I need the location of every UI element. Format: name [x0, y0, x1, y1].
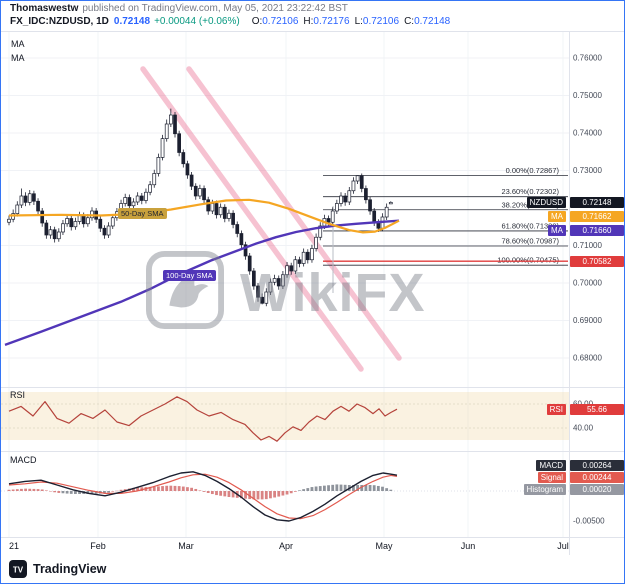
macd-line: [8, 471, 398, 522]
published-info: published on TradingView.com, May 05, 20…: [82, 3, 348, 14]
ohlc-value-O: 0.72106: [262, 16, 299, 27]
ohlc-value-L: 0.72106: [362, 16, 400, 27]
rsi-axis-label: 40.00: [573, 424, 594, 433]
indicator-legend: MA MA: [11, 37, 25, 65]
ohlc-value-H: 0.72176: [313, 16, 350, 27]
last-price: 0.72148: [113, 16, 151, 27]
symbol-title[interactable]: FX_IDC:NZDUSD, 1D: [10, 16, 109, 27]
candles: [7, 108, 393, 307]
macd-histogram: [7, 484, 393, 500]
sma100-label[interactable]: 100-Day SMA: [163, 270, 216, 281]
fib-label: 0.00%(0.72867): [506, 166, 560, 175]
time-axis-label: Feb: [90, 541, 106, 551]
time-axis-label: Mar: [178, 541, 194, 551]
ma100-line[interactable]: [4, 219, 400, 347]
ma-legend-1[interactable]: MA: [11, 39, 25, 49]
time-axis-label: May: [375, 541, 393, 551]
fib-label: 38.20%(0.71953): [501, 200, 559, 209]
header: Thomaswestw published on TradingView.com,…: [10, 3, 620, 27]
price-axis-label: 0.73000: [573, 166, 602, 175]
ohlc-values: O:0.72106 H:0.72176 L:0.72106 C:0.72148: [247, 16, 451, 27]
ohlc-label-O: O:: [251, 16, 263, 27]
publish-line: Thomaswestw published on TradingView.com,…: [10, 3, 620, 16]
price-axis-label: 0.70000: [573, 279, 602, 288]
price-axis-label: 0.69000: [573, 316, 602, 325]
tradingview-logo-icon[interactable]: TV: [9, 560, 27, 578]
price-axis-label: 0.75000: [573, 91, 602, 100]
footer: TV TradingView: [1, 555, 624, 583]
ohlc-label-C: C:: [404, 16, 415, 27]
trend-channel-line[interactable]: [186, 66, 402, 361]
rsi-axis-label: 60.00: [573, 400, 594, 409]
sma50-label[interactable]: 50-Day SMA: [118, 208, 167, 219]
fib-label: 100.00%(0.70475): [497, 256, 559, 265]
author-name[interactable]: Thomaswestw: [10, 3, 79, 14]
price-axis-label: 0.76000: [573, 54, 602, 63]
time-axis-label: Apr: [279, 541, 293, 551]
trend-channel-line[interactable]: [140, 66, 364, 372]
time-axis-label: Jun: [461, 541, 476, 551]
symbol-line: FX_IDC:NZDUSD, 1D 0.72148 +0.00044 (+0.06%…: [10, 16, 620, 27]
rsi-pane-label: RSI: [10, 390, 26, 400]
fib-label: 61.80%(0.71389): [501, 221, 559, 230]
price-axis-label: 0.74000: [573, 129, 602, 138]
rsi-line: [8, 396, 398, 442]
fib-label: 23.60%(0.72302): [501, 187, 559, 196]
time-axis-label: Jul: [557, 541, 569, 551]
ohlc-label-L: L:: [354, 16, 363, 27]
ma-legend-2[interactable]: MA: [11, 53, 25, 63]
tradingview-brand[interactable]: TradingView: [33, 562, 107, 576]
macd-axis-label: 0.00000: [573, 487, 602, 496]
macd-pane-label: MACD: [10, 455, 37, 465]
price-change: +0.00044 (+0.06%): [154, 16, 240, 27]
macd-signal-line: [8, 473, 398, 520]
price-axis-label: 0.68000: [573, 354, 602, 363]
svg-text:TV: TV: [13, 566, 24, 575]
macd-axis-label: -0.00500: [573, 517, 605, 526]
time-axis-label: 21: [9, 541, 19, 551]
ohlc-label-H: H:: [303, 16, 314, 27]
fib-label: 78.60%(0.70987): [501, 236, 559, 245]
price-axis-label: 0.71000: [573, 241, 602, 250]
ohlc-value-C: 0.72148: [414, 16, 451, 27]
